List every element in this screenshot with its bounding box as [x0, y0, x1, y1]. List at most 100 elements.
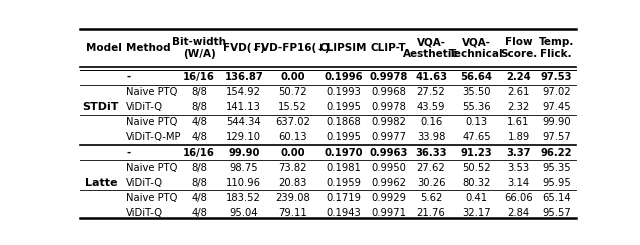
- Text: 0.1970: 0.1970: [324, 147, 363, 158]
- Text: 35.50: 35.50: [463, 87, 491, 97]
- Text: ViDiT-Q: ViDiT-Q: [126, 102, 163, 112]
- Text: 110.96: 110.96: [227, 178, 261, 188]
- Text: 0.41: 0.41: [466, 193, 488, 203]
- Text: 79.11: 79.11: [278, 208, 307, 218]
- Text: 1.89: 1.89: [508, 133, 530, 143]
- Text: 0.9971: 0.9971: [371, 208, 406, 218]
- Text: Model: Model: [86, 43, 122, 53]
- Text: 0.00: 0.00: [280, 72, 305, 82]
- Text: 136.87: 136.87: [225, 72, 263, 82]
- Text: 0.9968: 0.9968: [371, 87, 406, 97]
- Text: -: -: [126, 72, 130, 82]
- Text: 16/16: 16/16: [183, 72, 215, 82]
- Text: 0.1943: 0.1943: [326, 208, 361, 218]
- Text: 0.13: 0.13: [466, 117, 488, 127]
- Text: 56.64: 56.64: [461, 72, 493, 82]
- Text: 8/8: 8/8: [191, 102, 207, 112]
- Text: 99.90: 99.90: [542, 117, 571, 127]
- Text: 2.61: 2.61: [508, 87, 530, 97]
- Text: 95.95: 95.95: [542, 178, 571, 188]
- Text: 0.9950: 0.9950: [371, 163, 406, 173]
- Text: 97.53: 97.53: [541, 72, 572, 82]
- Text: CLIP-T: CLIP-T: [371, 43, 406, 53]
- Text: 50.52: 50.52: [462, 163, 491, 173]
- Text: 0.9963: 0.9963: [369, 147, 408, 158]
- Text: FVD-FP16(↓): FVD-FP16(↓): [255, 43, 330, 53]
- Text: 43.59: 43.59: [417, 102, 445, 112]
- Text: 0.1995: 0.1995: [326, 133, 361, 143]
- Text: 50.72: 50.72: [278, 87, 307, 97]
- Text: 2.24: 2.24: [506, 72, 531, 82]
- Text: 0.9962: 0.9962: [371, 178, 406, 188]
- Text: ViDiT-Q: ViDiT-Q: [126, 178, 163, 188]
- Text: Method: Method: [126, 43, 171, 53]
- Text: Naive PTQ: Naive PTQ: [126, 163, 177, 173]
- Text: 4/8: 4/8: [191, 208, 207, 218]
- Text: 0.1993: 0.1993: [326, 87, 361, 97]
- Text: 36.33: 36.33: [415, 147, 447, 158]
- Text: 2.84: 2.84: [508, 208, 529, 218]
- Text: ViDiT-Q: ViDiT-Q: [126, 208, 163, 218]
- Text: 8/8: 8/8: [191, 163, 207, 173]
- Text: 73.82: 73.82: [278, 163, 307, 173]
- Text: 98.75: 98.75: [230, 163, 258, 173]
- Text: 60.13: 60.13: [278, 133, 307, 143]
- Text: 0.9929: 0.9929: [371, 193, 406, 203]
- Text: 80.32: 80.32: [463, 178, 491, 188]
- Text: Temp.
Flick.: Temp. Flick.: [539, 37, 574, 59]
- Text: 0.1995: 0.1995: [326, 102, 361, 112]
- Text: 32.17: 32.17: [462, 208, 491, 218]
- Text: 3.37: 3.37: [506, 147, 531, 158]
- Text: 0.1981: 0.1981: [326, 163, 361, 173]
- Text: 27.62: 27.62: [417, 163, 445, 173]
- Text: 95.35: 95.35: [542, 163, 571, 173]
- Text: 95.04: 95.04: [230, 208, 258, 218]
- Text: 97.57: 97.57: [542, 133, 571, 143]
- Text: Naive PTQ: Naive PTQ: [126, 117, 177, 127]
- Text: 4/8: 4/8: [191, 117, 207, 127]
- Text: 97.45: 97.45: [542, 102, 571, 112]
- Text: VQA-
Technical: VQA- Technical: [449, 37, 504, 59]
- Text: 95.57: 95.57: [542, 208, 571, 218]
- Text: 96.22: 96.22: [541, 147, 572, 158]
- Text: -: -: [126, 147, 130, 158]
- Text: Latte: Latte: [84, 178, 117, 188]
- Text: 55.36: 55.36: [462, 102, 491, 112]
- Text: STDiT: STDiT: [83, 102, 119, 112]
- Text: 1.61: 1.61: [508, 117, 530, 127]
- Text: 0.1868: 0.1868: [326, 117, 361, 127]
- Text: 3.53: 3.53: [508, 163, 529, 173]
- Text: 0.9982: 0.9982: [371, 117, 406, 127]
- Text: 0.9978: 0.9978: [369, 72, 408, 82]
- Text: CLIPSIM: CLIPSIM: [320, 43, 367, 53]
- Text: Bit-width
(W/A): Bit-width (W/A): [172, 37, 226, 59]
- Text: 154.92: 154.92: [227, 87, 261, 97]
- Text: 27.52: 27.52: [417, 87, 445, 97]
- Text: 41.63: 41.63: [415, 72, 447, 82]
- Text: 16/16: 16/16: [183, 147, 215, 158]
- Text: ViDiT-Q-MP: ViDiT-Q-MP: [126, 133, 182, 143]
- Text: 99.90: 99.90: [228, 147, 259, 158]
- Text: 97.02: 97.02: [542, 87, 571, 97]
- Text: 0.16: 0.16: [420, 117, 442, 127]
- Text: 4/8: 4/8: [191, 133, 207, 143]
- Text: 15.52: 15.52: [278, 102, 307, 112]
- Text: 21.76: 21.76: [417, 208, 445, 218]
- Text: 5.62: 5.62: [420, 193, 442, 203]
- Text: 141.13: 141.13: [227, 102, 261, 112]
- Text: 2.32: 2.32: [508, 102, 530, 112]
- Text: VQA-
Aesthetic: VQA- Aesthetic: [403, 37, 459, 59]
- Text: 637.02: 637.02: [275, 117, 310, 127]
- Text: 0.9977: 0.9977: [371, 133, 406, 143]
- Text: FVD(↓): FVD(↓): [223, 43, 265, 53]
- Text: 65.14: 65.14: [542, 193, 571, 203]
- Text: 183.52: 183.52: [227, 193, 261, 203]
- Text: 66.06: 66.06: [504, 193, 533, 203]
- Text: 3.14: 3.14: [508, 178, 529, 188]
- Text: 0.00: 0.00: [280, 147, 305, 158]
- Text: 20.83: 20.83: [278, 178, 307, 188]
- Text: 239.08: 239.08: [275, 193, 310, 203]
- Text: 8/8: 8/8: [191, 87, 207, 97]
- Text: 30.26: 30.26: [417, 178, 445, 188]
- Text: 33.98: 33.98: [417, 133, 445, 143]
